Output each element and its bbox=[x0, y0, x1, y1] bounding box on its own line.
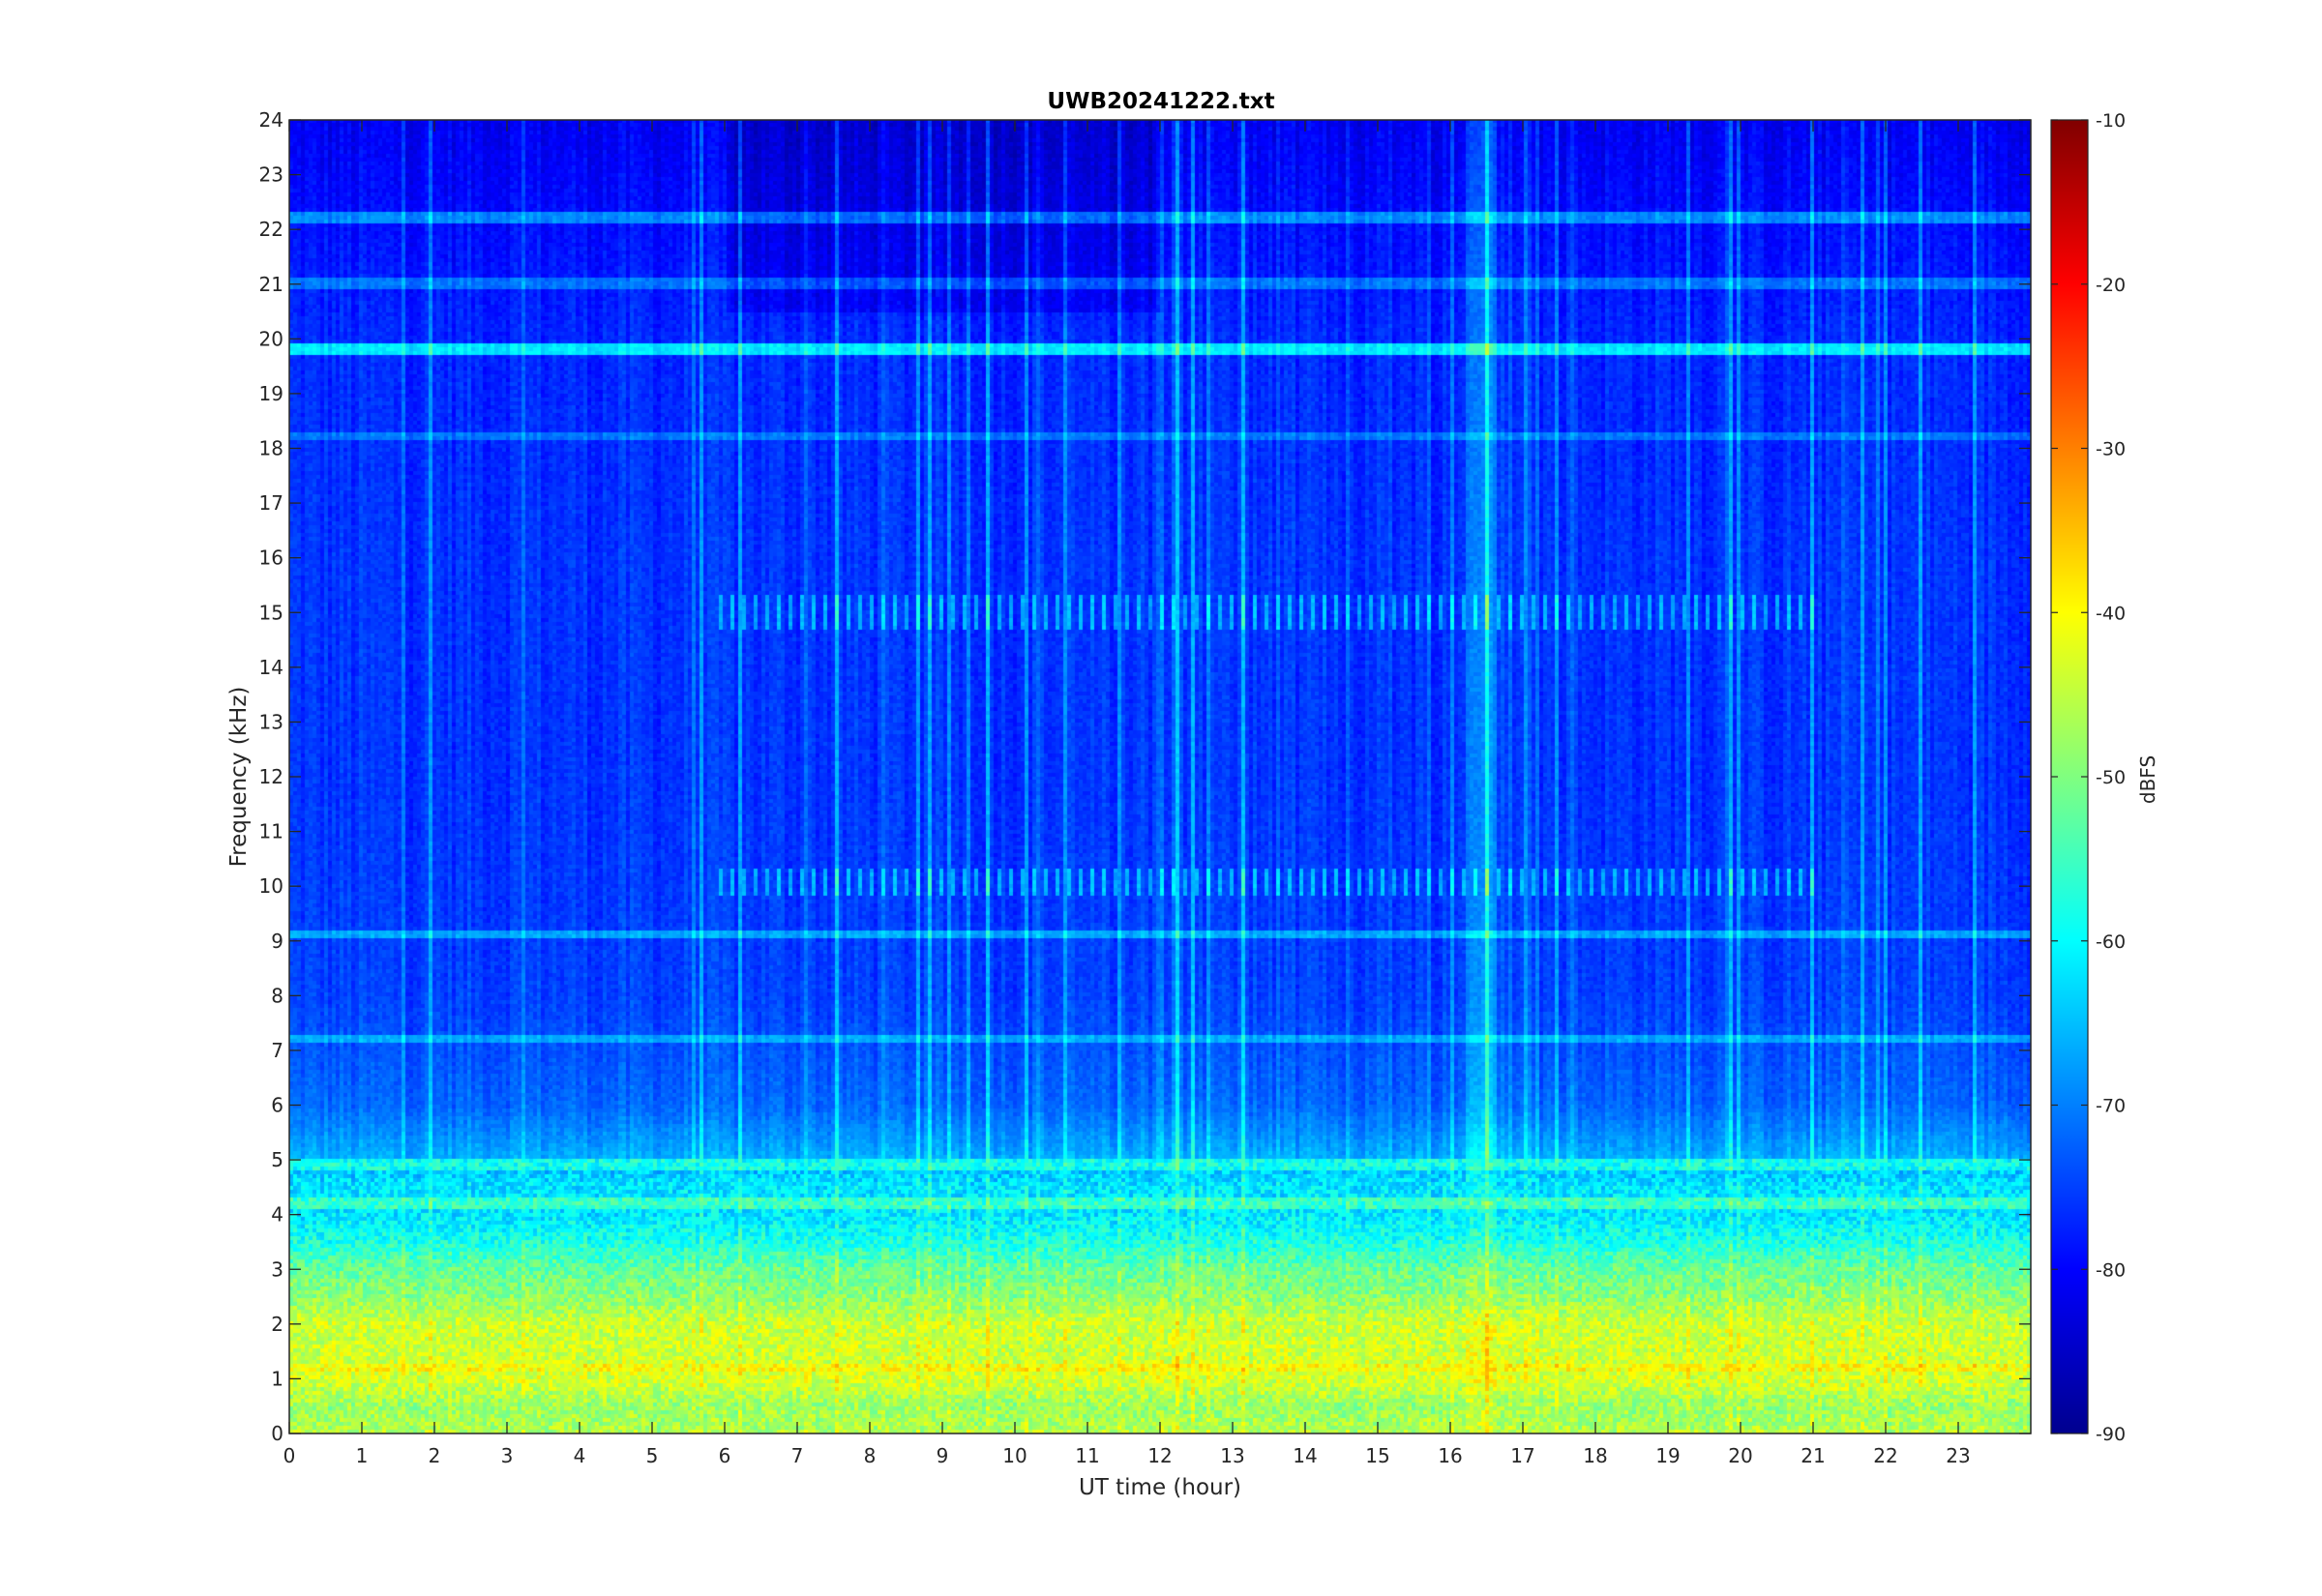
y-tick-label: 18 bbox=[259, 437, 283, 460]
x-tick-label: 23 bbox=[1946, 1444, 1970, 1467]
x-tick-label: 22 bbox=[1873, 1444, 1897, 1467]
y-tick-label: 12 bbox=[259, 765, 283, 788]
y-tick-label: 6 bbox=[271, 1094, 283, 1117]
colorbar-tick-label: -60 bbox=[2096, 931, 2126, 953]
spectrogram-plot-area bbox=[288, 119, 2032, 1434]
colorbar-label: dBFS bbox=[2136, 755, 2159, 804]
colorbar-tick-label: -40 bbox=[2096, 603, 2126, 624]
x-tick-label: 3 bbox=[501, 1444, 514, 1467]
y-tick-label: 14 bbox=[259, 656, 283, 679]
y-tick-label: 13 bbox=[259, 710, 283, 733]
y-tick-label: 23 bbox=[259, 163, 283, 187]
x-tick-label: 2 bbox=[429, 1444, 441, 1467]
y-tick-label: 1 bbox=[271, 1367, 283, 1390]
colorbar-tick-label: -50 bbox=[2096, 767, 2126, 788]
y-tick-label: 21 bbox=[259, 273, 283, 296]
x-tick-label: 6 bbox=[719, 1444, 731, 1467]
x-tick-label: 0 bbox=[283, 1444, 296, 1467]
colorbar-tick-label: -30 bbox=[2096, 439, 2126, 460]
x-tick-label: 17 bbox=[1510, 1444, 1534, 1467]
y-tick-label: 15 bbox=[259, 601, 283, 624]
chart-title: UWB20241222.txt bbox=[1047, 89, 1274, 114]
y-tick-label: 11 bbox=[259, 820, 283, 843]
y-tick-label: 10 bbox=[259, 874, 283, 898]
x-tick-label: 7 bbox=[791, 1444, 804, 1467]
colorbar-tick-label: -70 bbox=[2096, 1096, 2126, 1117]
y-tick-label: 19 bbox=[259, 382, 283, 405]
x-tick-label: 9 bbox=[937, 1444, 949, 1467]
y-tick-label: 17 bbox=[259, 491, 283, 515]
y-tick-label: 5 bbox=[271, 1148, 283, 1171]
y-tick-label: 9 bbox=[271, 930, 283, 953]
y-axis-label: Frequency (kHz) bbox=[226, 687, 252, 868]
y-tick-label: 3 bbox=[271, 1257, 283, 1281]
y-tick-label: 2 bbox=[271, 1313, 283, 1336]
x-tick-label: 19 bbox=[1655, 1444, 1680, 1467]
x-tick-label: 1 bbox=[356, 1444, 369, 1467]
x-tick-label: 8 bbox=[864, 1444, 877, 1467]
x-tick-label: 10 bbox=[1002, 1444, 1027, 1467]
x-axis-label: UT time (hour) bbox=[1079, 1475, 1241, 1500]
spectrogram-image bbox=[289, 120, 2031, 1433]
x-axis: 0 1 2 3 4 5 6 7 8 9 10 11 12 13 14 15 16 17 18 19 20 21 22 23 bbox=[283, 120, 1971, 1467]
y-tick-label: 16 bbox=[259, 547, 283, 570]
colorbar-tick-label: -90 bbox=[2096, 1424, 2126, 1445]
x-tick-label: 21 bbox=[1801, 1444, 1825, 1467]
x-tick-label: 13 bbox=[1220, 1444, 1244, 1467]
x-tick-label: 14 bbox=[1293, 1444, 1317, 1467]
colorbar-ticks: -90 -80 -70 -60 -50 -40 -30 -20 -10 bbox=[2051, 110, 2126, 1445]
y-tick-label: 7 bbox=[271, 1039, 283, 1062]
colorbar-tick-label: -10 bbox=[2096, 110, 2126, 132]
x-tick-label: 12 bbox=[1147, 1444, 1172, 1467]
x-tick-label: 20 bbox=[1728, 1444, 1752, 1467]
x-tick-label: 16 bbox=[1438, 1444, 1462, 1467]
y-tick-label: 0 bbox=[271, 1422, 283, 1445]
x-tick-label: 15 bbox=[1365, 1444, 1389, 1467]
y-tick-label: 8 bbox=[271, 984, 283, 1007]
x-tick-label: 18 bbox=[1583, 1444, 1607, 1467]
y-tick-label: 22 bbox=[259, 218, 283, 241]
y-tick-label: 24 bbox=[259, 108, 283, 132]
x-tick-label: 11 bbox=[1075, 1444, 1099, 1467]
colorbar-tick-label: -20 bbox=[2096, 275, 2126, 296]
y-tick-label: 20 bbox=[259, 327, 283, 350]
x-tick-label: 5 bbox=[646, 1444, 659, 1467]
x-tick-label: 4 bbox=[574, 1444, 586, 1467]
colorbar-tick-label: -80 bbox=[2096, 1259, 2126, 1281]
colorbar: -90 -80 -70 -60 -50 -40 -30 -20 -10 dBFS bbox=[2050, 110, 2159, 1445]
y-tick-label: 4 bbox=[271, 1203, 283, 1227]
